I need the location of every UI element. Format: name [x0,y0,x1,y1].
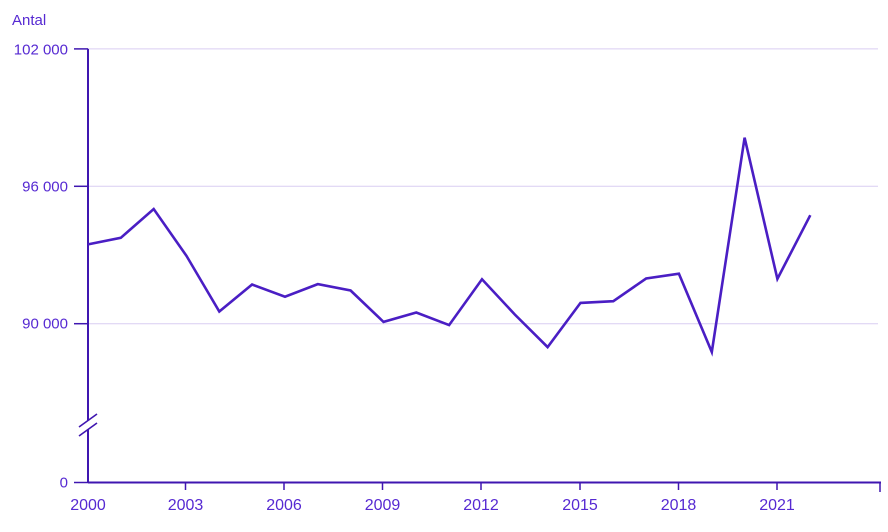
y-axis-break [78,413,98,437]
axis-break-slash-top [78,413,98,428]
x-tick-label-2012: 2012 [463,497,499,514]
y-tick-label-102000: 102 000 [14,42,68,59]
x-tick-label-2006: 2006 [266,497,302,514]
axis-break-slash-bottom [78,422,98,437]
y-tick-label-90000: 90 000 [22,316,68,333]
x-axis: 2000 2003 2006 2009 2012 2015 2018 2021 [70,481,881,514]
data-series-line [87,137,812,357]
x-tick-label-2021: 2021 [759,497,795,514]
y-tick-label-0: 0 [60,475,68,492]
x-tick-label-2018: 2018 [661,497,697,514]
x-tick-label-2015: 2015 [562,497,598,514]
x-tick-label-2009: 2009 [365,497,401,514]
axis-break-gap [79,414,97,436]
x-tick-label-2000: 2000 [70,497,106,514]
x-tick-label-2003: 2003 [168,497,204,514]
y-axis: 102 000 96 000 90 000 0 [14,42,89,492]
gridlines [88,48,878,325]
y-axis-title: Antal [12,12,46,29]
y-tick-label-96000: 96 000 [22,179,68,196]
